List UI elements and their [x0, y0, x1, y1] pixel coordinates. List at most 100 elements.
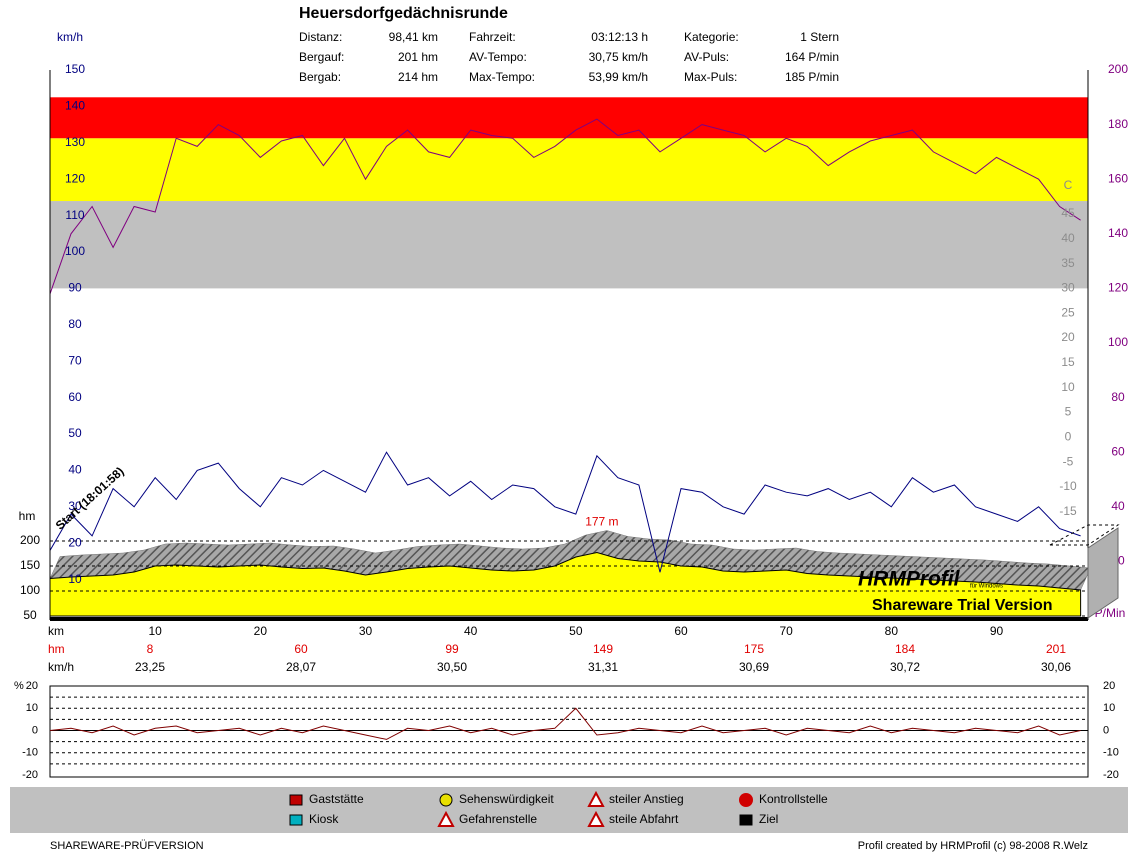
box-side: [1087, 527, 1119, 619]
gradient-tick-label: 20: [26, 680, 38, 692]
speed-tick-label: 80: [68, 317, 82, 331]
altitude-tick-label: 100: [20, 583, 40, 597]
legend-label: Ziel: [759, 812, 778, 826]
legend-icon: [739, 814, 753, 826]
x-tick-label: 20: [254, 624, 268, 638]
legend-icon: [437, 810, 455, 827]
stat-text: 164 P/min: [785, 50, 839, 64]
segment-speed: 30,06: [1041, 660, 1071, 674]
temp-tick-label: 25: [1061, 305, 1075, 319]
hr-tick-label: 200: [1108, 62, 1128, 76]
speed-tick-label: 120: [65, 171, 85, 185]
hr-tick-label: 120: [1108, 281, 1128, 295]
x-tick-label: 70: [779, 624, 793, 638]
stat-text: AV-Puls:: [684, 50, 729, 64]
hr-tick-label: 140: [1108, 226, 1128, 240]
footer-right: Profil created by HRMProfil (c) 98-2008 …: [858, 840, 1088, 852]
hr-axis-label: P/Min: [1095, 606, 1126, 620]
speed-tick-label: 70: [68, 353, 82, 367]
max-altitude-label: 177 m: [585, 515, 618, 529]
x-tick-label: 80: [885, 624, 899, 638]
gradient-line: [49, 707, 1081, 740]
stat-text: 98,41 km: [389, 30, 438, 44]
speed-line: [49, 451, 1081, 573]
hr-zone: [50, 97, 1088, 139]
legend-icon: [587, 810, 605, 827]
legend-label: Kontrollstelle: [759, 792, 828, 806]
temp-tick-label: 10: [1061, 380, 1075, 394]
legend-label: Kiosk: [309, 812, 339, 826]
gradient-frame: [49, 685, 1089, 778]
segment-climb: 201: [1046, 642, 1066, 656]
x-axis-bar: [50, 617, 1088, 621]
x-tick-label: 50: [569, 624, 583, 638]
speed-tick-label: 30: [68, 499, 82, 513]
hr-tick-label: 40: [1111, 499, 1125, 513]
legend-label: Gaststätte: [309, 792, 364, 806]
stat-text: Max-Puls:: [684, 70, 737, 84]
segment-climb: 184: [895, 642, 915, 656]
speed-tick-label: 110: [65, 208, 84, 222]
stat-text: 1 Stern: [800, 30, 839, 44]
legend-label: steile Abfahrt: [609, 812, 679, 826]
speed-row-label: km/h: [48, 660, 74, 674]
legend-icon: [739, 793, 753, 807]
speed-tick-label: 100: [65, 244, 85, 258]
temp-tick-label: -10: [1059, 479, 1077, 493]
box-top: [1049, 524, 1120, 546]
gradient-axis-label: %: [14, 680, 24, 692]
temp-tick-label: -15: [1059, 504, 1077, 518]
stat-text: 214 hm: [398, 70, 438, 84]
temp-tick-label: -5: [1063, 454, 1074, 468]
segment-speed: 31,31: [588, 660, 618, 674]
logo: HRMProfil: [858, 568, 961, 591]
legend-panel: [10, 787, 1128, 833]
speed-tick-label: 50: [68, 426, 82, 440]
temp-tick-label: 45: [1061, 206, 1075, 220]
stat-text: 201 hm: [398, 50, 438, 64]
stat-text: 03:12:13 h: [591, 30, 648, 44]
temp-tick-label: 15: [1061, 355, 1075, 369]
legend-icon: [439, 793, 453, 807]
hr-zone: [50, 138, 1088, 202]
segment-speed: 30,72: [890, 660, 920, 674]
speed-tick-label: 90: [68, 281, 82, 295]
gradient-tick-label: -20: [22, 769, 38, 781]
stat-text: Bergab:: [299, 70, 341, 84]
temp-tick-label: 35: [1061, 256, 1075, 270]
stat-text: AV-Tempo:: [469, 50, 527, 64]
x-tick-label: 40: [464, 624, 478, 638]
segment-speed: 23,25: [135, 660, 165, 674]
altitude-tick-label: 200: [20, 533, 40, 547]
stat-text: 53,99 km/h: [589, 70, 648, 84]
altitude-tick-label: 50: [23, 608, 37, 622]
stat-text: Distanz:: [299, 30, 342, 44]
gradient-chart: -20 -20 -10 -10 0 0 10 10 20 20%: [14, 680, 1119, 781]
gradient-tick-label-right: 0: [1103, 724, 1109, 736]
segment-speed: 30,50: [437, 660, 467, 674]
temp-tick-label: 30: [1061, 281, 1075, 295]
segment-climb: 175: [744, 642, 764, 656]
stat-text: Bergauf:: [299, 50, 344, 64]
legend-icon: [289, 814, 303, 826]
hr-tick-label: 180: [1108, 117, 1128, 131]
segment-climb: 149: [593, 642, 613, 656]
temp-axis-label: C: [1064, 178, 1073, 192]
gradient-tick-label-right: -20: [1103, 769, 1119, 781]
speed-tick-label: 20: [68, 535, 82, 549]
legend-label: Sehenswürdigkeit: [459, 792, 554, 806]
segment-climb: 60: [294, 642, 308, 656]
gradient-tick-label: 10: [26, 702, 38, 714]
speed-tick-label: 10: [68, 572, 82, 586]
segment-speed: 28,07: [286, 660, 316, 674]
logo-sub: für Windows: [970, 584, 1003, 590]
hr-tick-label: 160: [1108, 171, 1128, 185]
speed-tick-label: 40: [68, 463, 82, 477]
stat-text: Fahrzeit:: [469, 30, 516, 44]
segment-climb: 99: [445, 642, 459, 656]
stat-text: Max-Tempo:: [469, 70, 535, 84]
temp-tick-label: 40: [1061, 231, 1075, 245]
segment-speed: 30,69: [739, 660, 769, 674]
